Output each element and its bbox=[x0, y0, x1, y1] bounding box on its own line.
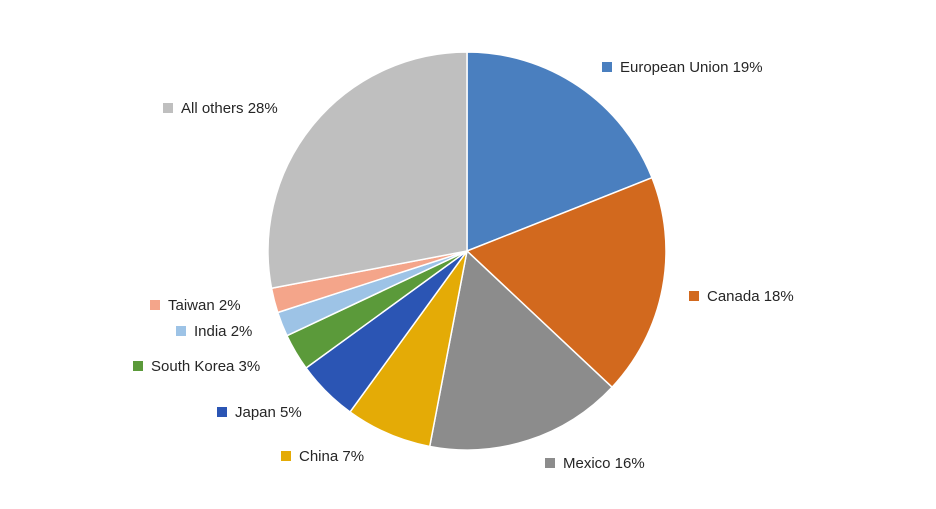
data-label-marker bbox=[133, 361, 143, 371]
data-label-text: European Union 19% bbox=[620, 59, 763, 76]
data-label-india: India 2% bbox=[176, 323, 252, 340]
pie-data-labels: European Union 19% Canada 18% Mexico 16% Ch… bbox=[133, 59, 794, 472]
data-label-marker bbox=[217, 407, 227, 417]
data-label-text: Japan 5% bbox=[235, 404, 302, 421]
pie-slice-all-others bbox=[267, 51, 468, 290]
data-label-text: South Korea 3% bbox=[151, 358, 260, 375]
data-label-text: Canada 18% bbox=[707, 288, 794, 305]
data-label-canada: Canada 18% bbox=[689, 288, 794, 305]
pie-slice-mexico bbox=[428, 250, 613, 451]
data-label-text: All others 28% bbox=[181, 100, 278, 117]
data-label-mexico: Mexico 16% bbox=[545, 455, 645, 472]
data-label-marker bbox=[602, 62, 612, 72]
data-label-taiwan: Taiwan 2% bbox=[150, 297, 241, 314]
data-label-marker bbox=[545, 458, 555, 468]
pie-slice-canada bbox=[466, 176, 667, 388]
data-label-marker bbox=[150, 300, 160, 310]
data-label-japan: Japan 5% bbox=[217, 404, 302, 421]
data-label-text: Mexico 16% bbox=[563, 455, 645, 472]
data-label-european-union: European Union 19% bbox=[602, 59, 763, 76]
data-label-china: China 7% bbox=[281, 448, 364, 465]
data-label-text: India 2% bbox=[194, 323, 252, 340]
data-label-marker bbox=[176, 326, 186, 336]
data-label-text: China 7% bbox=[299, 448, 364, 465]
data-label-south-korea: South Korea 3% bbox=[133, 358, 260, 375]
data-label-marker bbox=[163, 103, 173, 113]
pie-slice-european-union bbox=[466, 51, 653, 252]
data-label-text: Taiwan 2% bbox=[168, 297, 241, 314]
data-label-marker bbox=[689, 291, 699, 301]
pie-slices bbox=[267, 51, 667, 451]
data-label-all-others: All others 28% bbox=[163, 100, 278, 117]
data-label-marker bbox=[281, 451, 291, 461]
